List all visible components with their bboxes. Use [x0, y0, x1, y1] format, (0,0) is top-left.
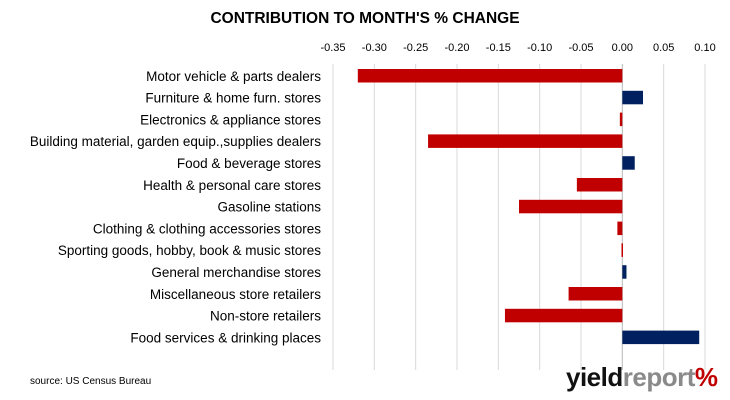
- x-tick-label: -0.20: [444, 42, 469, 54]
- bar: [576, 178, 623, 192]
- category-label: Non-store retailers: [210, 309, 321, 324]
- category-label: Furniture & home furn. stores: [145, 91, 321, 106]
- bar: [622, 265, 627, 279]
- category-label: Food & beverage stores: [177, 156, 321, 171]
- x-tick-label: -0.35: [320, 42, 345, 54]
- x-tick-label: -0.10: [527, 42, 552, 54]
- bar: [619, 112, 623, 127]
- category-label: Food services & drinking places: [130, 330, 321, 345]
- category-label: Electronics & appliance stores: [140, 112, 321, 127]
- gridlines: [332, 64, 706, 370]
- source-note: source: US Census Bureau: [30, 376, 152, 387]
- brand-logo-report: report: [622, 362, 696, 392]
- bar: [519, 199, 623, 214]
- x-tick-label: -0.05: [568, 42, 593, 54]
- category-label: Clothing & clothing accessories stores: [93, 221, 321, 236]
- category-label: Miscellaneous store retailers: [150, 287, 321, 302]
- bar: [504, 308, 623, 323]
- brand-logo-percent: %: [694, 362, 718, 392]
- category-label: Building material, garden equip.,supplie…: [30, 134, 321, 149]
- category-label: Sporting goods, hobby, book & music stor…: [58, 243, 321, 258]
- x-tick-label: 0.10: [694, 42, 715, 54]
- x-tick-label: 0.00: [612, 42, 633, 54]
- bar: [617, 221, 623, 236]
- x-tick-label: -0.25: [403, 42, 428, 54]
- x-axis-ticks: -0.35 -0.30 -0.25 -0.20 -0.15 -0.10 -0.05 0.00 0…: [320, 42, 715, 54]
- x-tick-label: -0.30: [362, 42, 387, 54]
- category-label: Health & personal care stores: [143, 178, 321, 193]
- category-label: Gasoline stations: [217, 200, 321, 215]
- chart-title: CONTRIBUTION TO MONTH'S % CHANGE: [210, 10, 520, 27]
- x-tick-label: 0.05: [653, 42, 674, 54]
- category-label: General merchandise stores: [151, 265, 321, 280]
- category-label: Motor vehicle & parts dealers: [146, 69, 321, 84]
- bar: [622, 90, 643, 105]
- bar: [621, 243, 624, 257]
- brand-logo: yieldreport%: [566, 362, 718, 393]
- x-tick-label: -0.15: [486, 42, 511, 54]
- bar: [428, 134, 623, 148]
- bar: [622, 330, 700, 345]
- category-labels: Motor vehicle & parts dealers Furniture &…: [30, 69, 321, 346]
- bar: [622, 156, 635, 170]
- bars: [357, 69, 700, 345]
- bar: [357, 69, 623, 83]
- bar: [568, 287, 623, 301]
- brand-logo-yield: yield: [566, 362, 623, 392]
